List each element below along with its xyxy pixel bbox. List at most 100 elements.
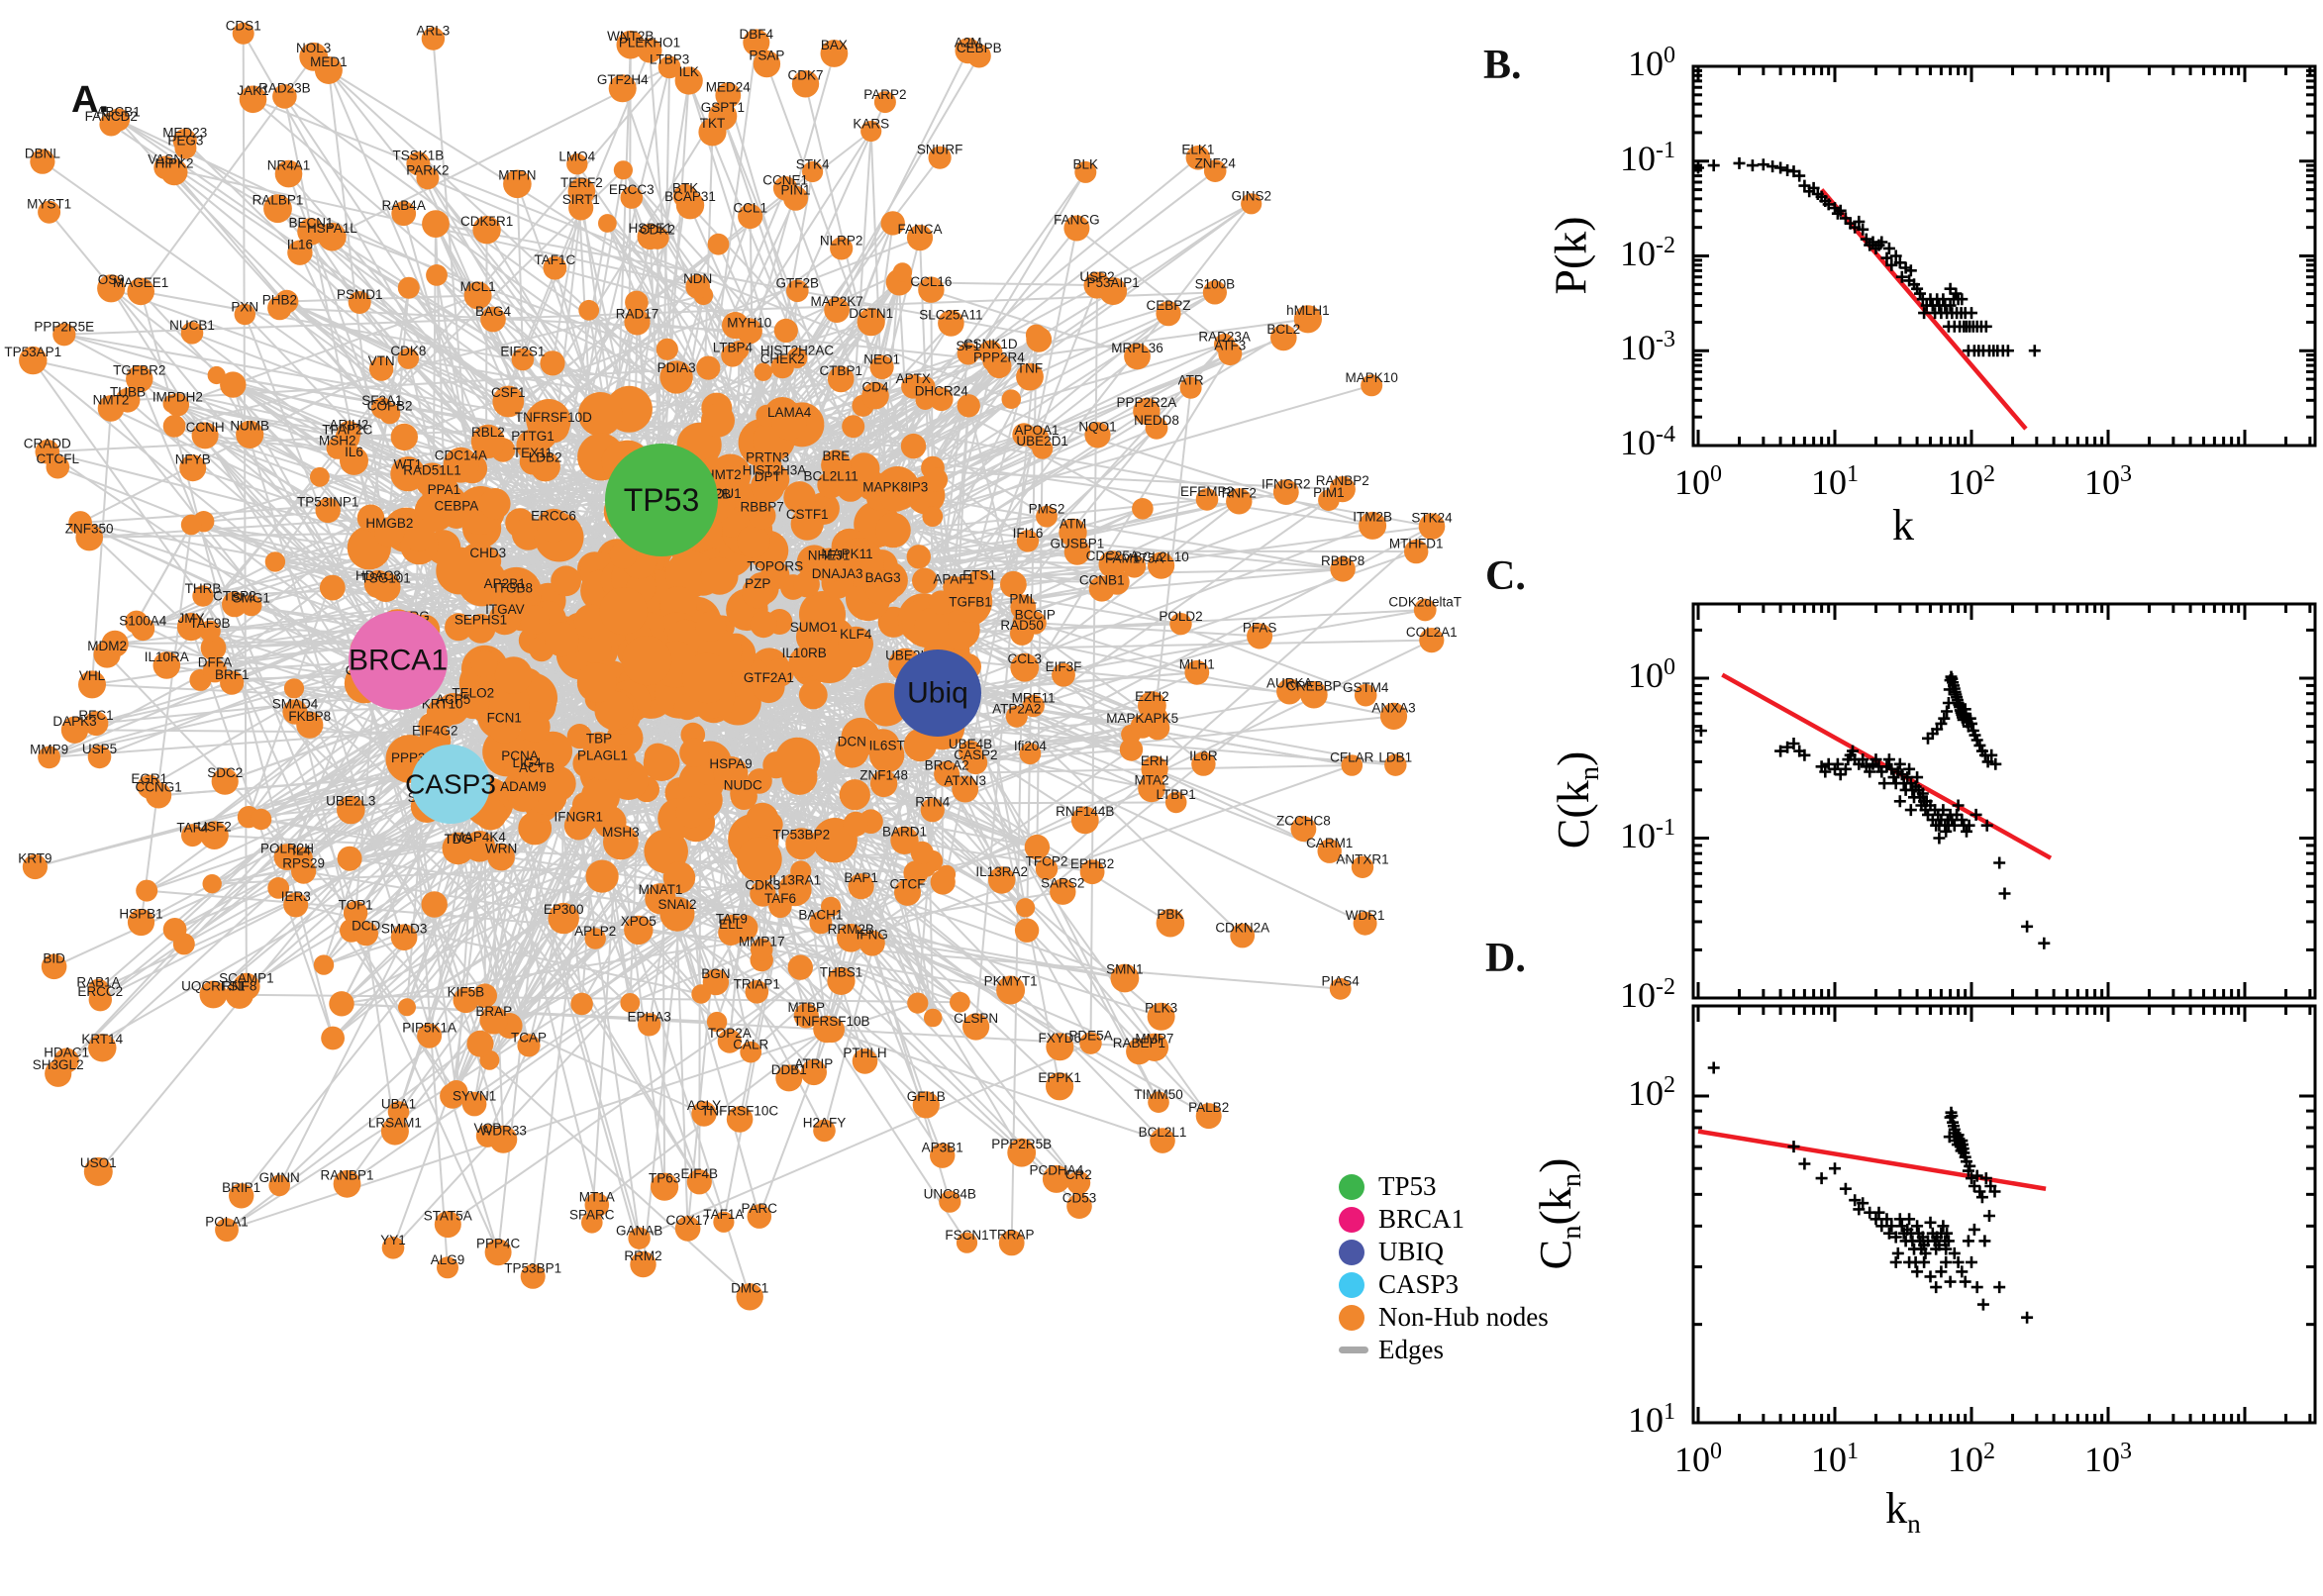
network-node [900,433,927,459]
scatter-point [1937,293,1950,306]
network-node-label: ZNF24 [1195,155,1237,170]
network-node [753,50,781,78]
network-node-label: IL10RB [782,646,827,660]
network-node-label: TSG101 [360,571,410,586]
network-node-label: ZNF148 [859,767,908,782]
scatter-points [1707,1061,2034,1324]
network-node [736,318,762,345]
network-node [809,911,833,935]
network-node [717,1029,742,1053]
network-node [675,191,705,220]
scatter-point [1979,320,1992,333]
scatter-point [1911,1265,1924,1278]
network-edge [508,1025,705,1115]
network-node-label: RBBP8 [1321,553,1364,568]
network-node [1098,550,1127,578]
network-node-label: FXYD6 [1039,1031,1082,1046]
network-edge [660,79,690,501]
scatter-point [1882,753,1895,766]
network-node [127,277,154,306]
network-node [1290,816,1317,843]
network-node [548,902,579,935]
network-node-label: BID [43,951,65,966]
network-node [229,1183,254,1209]
network-node [236,420,264,449]
network-node-label: RANBP2 [1316,473,1369,488]
network-node-label: USP2 [1079,269,1114,284]
network-node-label: S100A4 [119,614,167,629]
network-node [718,920,744,946]
scatter-point [1839,762,1852,775]
network-node [894,878,921,906]
network-node [239,85,267,114]
network-node-label: PXN [231,299,258,314]
scatter-point [1961,825,1972,838]
network-node-label: UQCRFS1 [181,978,246,993]
network-node [1042,1164,1070,1193]
network-node [817,470,845,499]
scatter-point [1885,258,1898,271]
network-node [576,662,618,703]
network-node [922,506,944,527]
network-node [879,480,912,512]
network-node-label: CDK5R1 [460,214,513,229]
network-node [598,214,617,233]
network-node [430,484,457,512]
network-node-label: CSTF1 [786,507,829,522]
network-node-label: HDAC8 [355,568,401,583]
network-node [283,892,309,918]
network-edge [364,933,396,1133]
network-node [691,1101,717,1127]
network-node [918,276,945,303]
network-edge [397,330,751,661]
network-node-label: EIF4G2 [412,723,458,738]
network-edge [403,237,921,439]
network-node-label: FKBP8 [288,709,331,724]
network-node-label: ANXA3 [1371,700,1415,715]
network-node-label: VASN [148,152,183,167]
panel-d-plot [1691,1004,2317,1425]
network-node-label: COX17 [665,1213,709,1228]
network-node [848,452,880,485]
network-node [397,276,420,299]
network-node [1148,551,1175,579]
network-node [1110,963,1140,993]
network-node-label: PPP2R5E [34,319,94,334]
network-node [811,548,847,583]
scatter-point [1956,1265,1969,1278]
network-node [783,481,816,514]
network-node [503,169,532,199]
network-edge [48,659,399,758]
network-node [463,281,492,310]
network-node-label: CDK3 [745,878,780,893]
network-node-label: ADAM9 [500,779,547,794]
network-node [1024,426,1050,450]
network-node [443,447,479,483]
legend-item-tp53: TP53 [1339,1170,1549,1203]
panel-b-xlabel: k [1892,501,1914,549]
scatter-point [1956,814,1969,827]
network-node-label: CARM1 [1306,836,1353,850]
network-node [474,548,502,575]
network-node [220,371,247,398]
network-node-label: SCAMP1 [219,970,274,985]
scatter-point [1970,1169,1983,1182]
network-node-label: CD4 [861,379,888,394]
network-node [753,670,785,704]
scatter-point [1944,1275,1957,1288]
network-node [38,200,61,224]
network-node [472,216,501,245]
network-node-label: WDR1 [1346,908,1385,923]
network-node-label: DFFA [198,655,233,670]
network-node-label: ACTB [519,760,555,775]
scatter-point [1889,1255,1902,1268]
scatter-point [1853,215,1866,228]
network-node-label: EIF4B [681,1166,719,1181]
network-node-label: TRRAP [989,1228,1035,1243]
network-node-label: BCAP31 [664,189,716,204]
scatter-point [2028,345,2041,357]
network-node [368,356,394,381]
scatter-point [1849,1194,1862,1207]
network-node-label: RFC1 [78,708,113,723]
network-node [835,734,869,768]
